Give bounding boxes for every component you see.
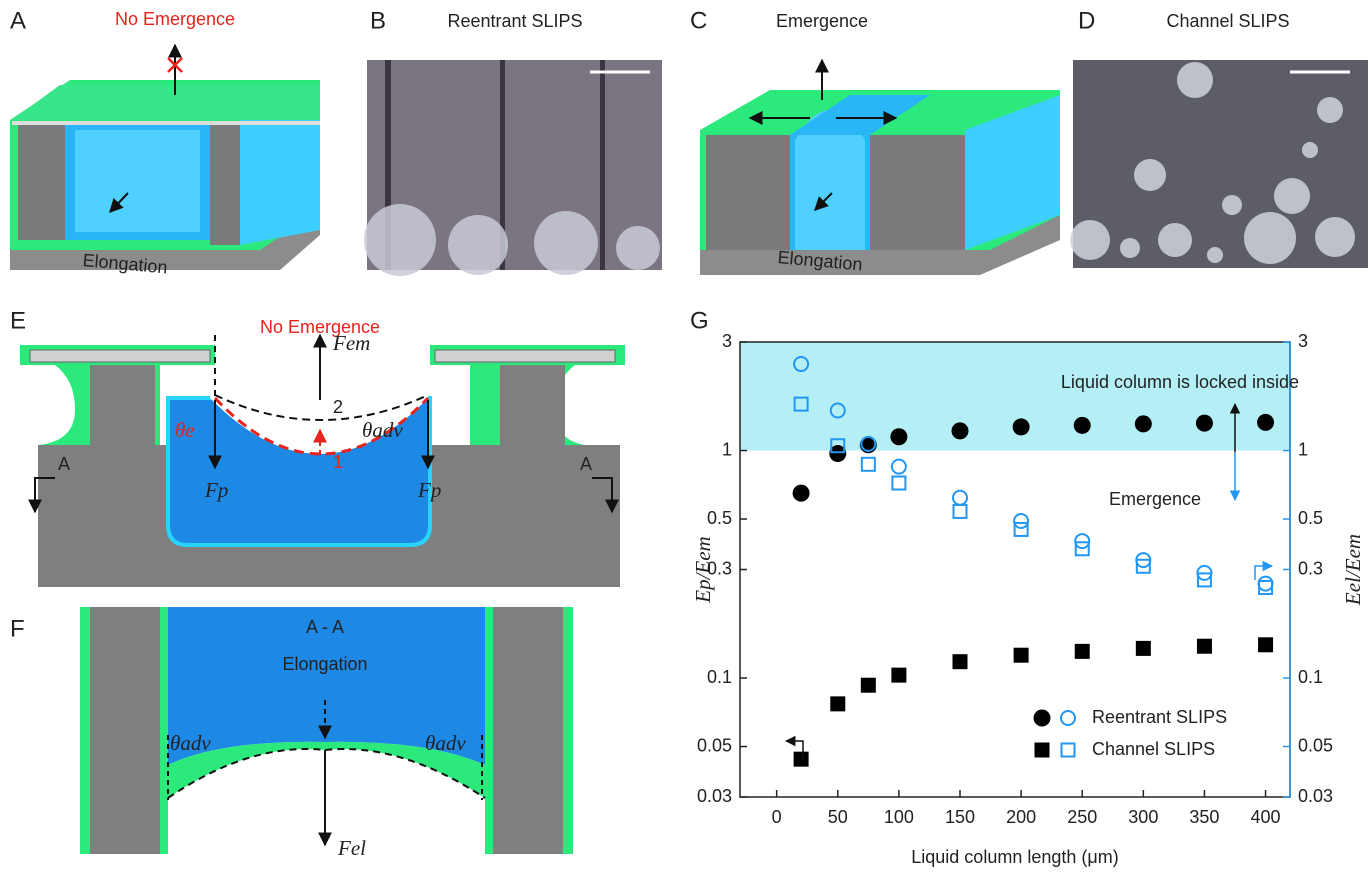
data-point <box>891 668 906 683</box>
y2-tick-label: 1 <box>1298 439 1308 459</box>
x-tick-label: 100 <box>884 807 914 827</box>
data-point <box>1135 415 1152 432</box>
level-label: 1 <box>333 452 343 472</box>
panel-label: B <box>370 7 386 34</box>
data-point <box>861 678 876 693</box>
y-tick-label: 0.5 <box>707 508 732 528</box>
data-point <box>794 752 809 767</box>
x-tick-label: 350 <box>1189 807 1219 827</box>
force-label: Fem <box>332 331 370 355</box>
panel-title: Emergence <box>776 11 868 31</box>
data-point <box>1014 514 1028 528</box>
x-tick-label: 0 <box>772 807 782 827</box>
x-tick-label: 50 <box>828 807 848 827</box>
data-point <box>1136 641 1151 656</box>
panel-f: F A - A Elongation θadv θadv Fel <box>10 607 573 860</box>
y2-tick-label: 0.05 <box>1298 735 1333 755</box>
data-point <box>830 696 845 711</box>
legend-label: Channel SLIPS <box>1092 739 1215 759</box>
x-tick-label: 300 <box>1128 807 1158 827</box>
data-point <box>1259 577 1273 591</box>
force-label: Fel <box>337 836 366 860</box>
panel-label: A <box>10 7 26 34</box>
level-label: 2 <box>333 397 343 417</box>
y-tick-label: 1 <box>722 439 732 459</box>
panel-b: B Reentrant SLIPS <box>364 7 662 276</box>
y2-tick-label: 0.1 <box>1298 667 1323 687</box>
data-point <box>1257 414 1274 431</box>
data-point <box>892 460 906 474</box>
data-point <box>892 477 905 490</box>
panel-label: G <box>690 307 709 334</box>
section-label: A <box>580 454 592 474</box>
y2-tick-label: 0.03 <box>1298 786 1333 806</box>
data-point <box>954 505 967 518</box>
data-point <box>862 458 875 471</box>
data-point <box>890 428 907 445</box>
angle-label: θadv <box>170 731 211 755</box>
panel-label: E <box>10 307 26 334</box>
y-tick-label: 0.1 <box>707 667 732 687</box>
x-tick-label: 400 <box>1251 807 1281 827</box>
data-point <box>1075 534 1089 548</box>
panel-c: C Emergence Elongation <box>690 7 1060 275</box>
y-tick-label: 3 <box>722 331 732 351</box>
angle-label: θe <box>175 418 195 442</box>
panel-label: F <box>10 615 25 642</box>
data-point <box>1074 417 1091 434</box>
data-point <box>1034 710 1051 727</box>
caption: Elongation <box>282 654 367 674</box>
section-label: A <box>58 454 70 474</box>
data-point <box>1258 637 1273 652</box>
data-point <box>1035 743 1050 758</box>
x-tick-label: 250 <box>1067 807 1097 827</box>
data-point <box>1075 644 1090 659</box>
force-label: Fp <box>417 478 441 502</box>
data-point <box>1259 581 1272 594</box>
y-axis-label: Ep/Eem <box>691 536 715 603</box>
angle-label: θadv <box>362 418 403 442</box>
panel-title: Reentrant SLIPS <box>447 11 582 31</box>
annotation: Emergence <box>1109 489 1201 509</box>
y-tick-label: 0.05 <box>697 735 732 755</box>
y2-axis-label: Eel/Eem <box>1341 534 1365 606</box>
y-tick-label: 0.03 <box>697 786 732 806</box>
panel-a: A No Emergence Elongation <box>10 7 320 277</box>
shaded-band <box>740 342 1290 451</box>
y2-tick-label: 0.3 <box>1298 558 1323 578</box>
panel-e: E No Emergence Fem 2 1 θe θadv A A Fp Fp <box>10 307 625 587</box>
panel-label: D <box>1078 7 1095 34</box>
y2-tick-label: 0.5 <box>1298 508 1323 528</box>
x-tick-label: 200 <box>1006 807 1036 827</box>
data-point <box>1014 648 1029 663</box>
figure: A No Emergence Elongation B Reentrant SL… <box>0 0 1371 874</box>
chart: G 0 50 100 150 200 250 300 350 400 0.03 0.05 0.1 0.3… <box>690 307 1365 866</box>
x-axis-label: Liquid column length (μm) <box>911 847 1118 867</box>
legend-label: Reentrant SLIPS <box>1092 707 1227 727</box>
force-label: Fp <box>204 478 228 502</box>
panel-label: C <box>690 7 707 34</box>
data-point <box>1015 523 1028 536</box>
panel-title: Channel SLIPS <box>1166 11 1289 31</box>
panel-title: No Emergence <box>115 9 235 29</box>
data-point <box>793 485 810 502</box>
y2-tick-label: 3 <box>1298 331 1308 351</box>
annotation: Liquid column is locked inside <box>1061 372 1299 392</box>
x-tick-label: 150 <box>945 807 975 827</box>
section-title: A - A <box>306 617 344 637</box>
data-point <box>953 491 967 505</box>
data-point <box>1062 744 1075 757</box>
data-point <box>1197 639 1212 654</box>
data-point <box>953 654 968 669</box>
data-point <box>1013 418 1030 435</box>
data-point <box>952 422 969 439</box>
angle-label: θadv <box>425 731 466 755</box>
panel-d: D Channel SLIPS <box>1070 7 1368 268</box>
data-point <box>1061 711 1075 725</box>
data-point <box>1196 415 1213 432</box>
